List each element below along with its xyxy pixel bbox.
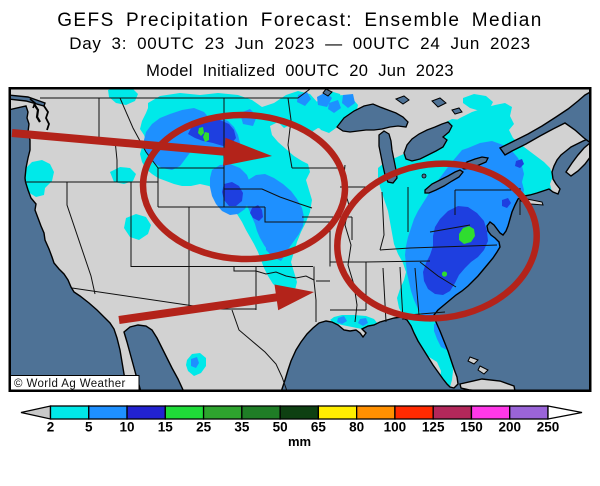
svg-text:© World Ag Weather: © World Ag Weather <box>14 378 126 390</box>
svg-text:50: 50 <box>273 420 288 435</box>
svg-text:15: 15 <box>158 420 174 435</box>
svg-text:mm: mm <box>288 434 311 449</box>
svg-text:125: 125 <box>422 420 445 435</box>
svg-text:35: 35 <box>234 420 250 435</box>
svg-text:100: 100 <box>384 420 407 435</box>
svg-text:2: 2 <box>47 420 55 435</box>
svg-text:200: 200 <box>498 420 521 435</box>
svg-text:25: 25 <box>196 420 212 435</box>
svg-text:10: 10 <box>120 420 135 435</box>
svg-text:250: 250 <box>537 420 560 435</box>
svg-text:80: 80 <box>349 420 364 435</box>
svg-text:5: 5 <box>85 420 93 435</box>
svg-text:65: 65 <box>311 420 327 435</box>
svg-text:150: 150 <box>460 420 483 435</box>
